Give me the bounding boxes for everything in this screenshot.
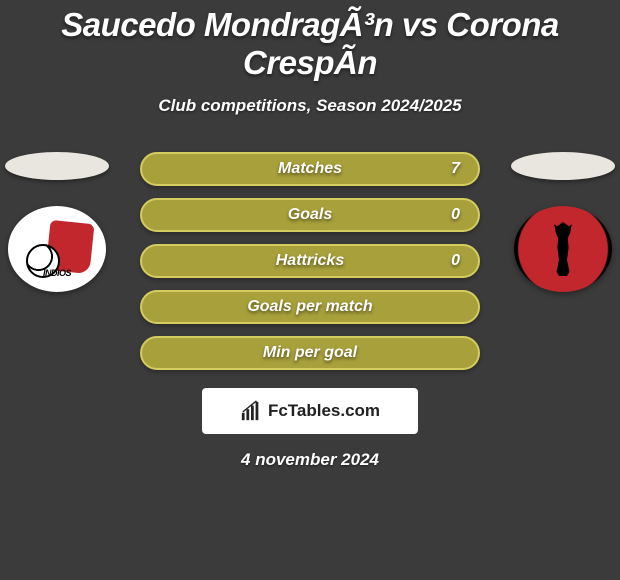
indios-label: INDIOS <box>43 268 71 278</box>
stat-row-gpm: Goals per match <box>140 290 480 324</box>
stats-column: Matches 7 Goals 0 Hattricks 0 Goals per … <box>140 152 480 370</box>
stat-value: 7 <box>451 160 460 178</box>
stat-label: Hattricks <box>276 252 344 270</box>
stat-row-hattricks: Hattricks 0 <box>140 244 480 278</box>
subtitle: Club competitions, Season 2024/2025 <box>0 96 620 116</box>
date-label: 4 november 2024 <box>0 450 620 470</box>
stat-label: Matches <box>278 160 342 178</box>
page-title: Saucedo MondragÃ³n vs Corona CrespÃ­n <box>0 0 620 82</box>
player-photo-right <box>511 152 615 180</box>
stat-row-matches: Matches 7 <box>140 152 480 186</box>
indios-logo: INDIOS <box>22 214 92 284</box>
player-photo-left <box>5 152 109 180</box>
comparison-card: Saucedo MondragÃ³n vs Corona CrespÃ­n Cl… <box>0 0 620 470</box>
club-badge-tijuana <box>514 206 612 292</box>
stat-row-goals: Goals 0 <box>140 198 480 232</box>
stat-label: Goals per match <box>247 298 372 316</box>
stat-row-mpg: Min per goal <box>140 336 480 370</box>
footer-brand-box[interactable]: FcTables.com <box>202 388 418 434</box>
left-column: INDIOS <box>2 152 112 292</box>
stat-label: Min per goal <box>263 344 357 362</box>
right-column <box>508 152 618 292</box>
stat-value: 0 <box>451 206 460 224</box>
stat-value: 0 <box>451 252 460 270</box>
stat-label: Goals <box>288 206 332 224</box>
content-row: INDIOS Matches 7 Goals 0 Hattricks 0 Goa… <box>0 152 620 370</box>
footer-brand-text: FcTables.com <box>268 401 380 421</box>
club-badge-indios: INDIOS <box>8 206 106 292</box>
xolo-dog-icon <box>543 222 583 276</box>
fctables-chart-icon <box>240 400 262 422</box>
